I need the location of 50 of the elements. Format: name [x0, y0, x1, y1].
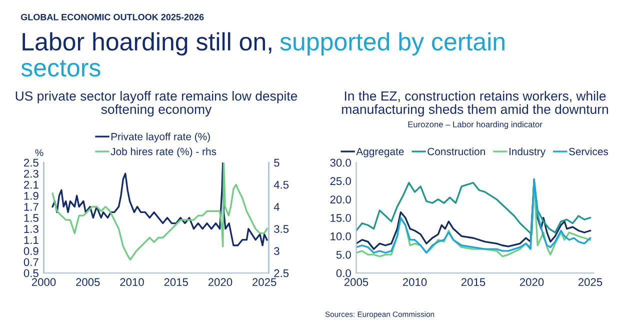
y-tick-label: 0.9 [24, 247, 38, 256]
x-tick-label: 2015 [461, 278, 486, 286]
chart-title: In the EZ, construction retains workers, while manufacturing sheds them amid the downturn [342, 91, 608, 117]
x-tick-label: 2020 [208, 278, 232, 286]
y2-tick-label: 3 [274, 247, 280, 256]
y-tick-label: 20.0 [330, 196, 351, 204]
y-tick-label: 5.0 [336, 250, 351, 259]
legend-label: Construction [428, 148, 485, 156]
y-axis-title: % [35, 149, 44, 156]
y2-tick-label: 4.5 [274, 180, 289, 189]
text: supported by certain [280, 32, 504, 56]
y-tick-label: 1.3 [24, 225, 38, 233]
y2-tick-label: 5 [274, 158, 280, 167]
chart-subtitle: Eurozone – Labor hoarding indicator [408, 121, 542, 130]
y-tick-label: 0.0 [336, 269, 351, 278]
y2-tick-label: 3.5 [274, 225, 289, 233]
x-tick-label: 2005 [76, 278, 100, 286]
y2-tick-label: 2.5 [274, 269, 289, 278]
x-tick-label: 2025 [252, 278, 276, 286]
text: sectors [21, 60, 100, 77]
y-tick-label: 0.5 [24, 269, 38, 278]
legend-label: Services [568, 148, 608, 156]
y-tick-label: 1.7 [24, 203, 38, 211]
x-tick-label: 2025 [578, 278, 602, 286]
y-tick-label: 30.0 [330, 158, 351, 167]
y-tick-label: 1.5 [24, 214, 38, 222]
y-tick-label: 2.5 [24, 158, 38, 167]
line-series [356, 178, 592, 236]
text: GLOBAL ECONOMIC OUTLOOK 2025-2026 [20, 14, 204, 20]
legend-label: Industry [509, 148, 546, 158]
y-tick-label: 0.7 [24, 258, 38, 266]
x-tick-label: 2010 [120, 278, 144, 286]
legend-label: Private layoff rate (%) [111, 132, 210, 142]
text: Labor hoarding still on, [22, 32, 272, 56]
legend-label: Job hires rate (%) - rhs [110, 148, 216, 158]
y-tick-label: 2.1 [24, 180, 38, 189]
x-tick-label: 2020 [520, 278, 544, 286]
legend-label: Aggregate [356, 148, 404, 158]
y-tick-label: 2.3 [24, 170, 38, 178]
y-tick-label: 1.9 [24, 192, 38, 200]
y-tick-label: 1.1 [24, 236, 38, 244]
x-tick-label: 2010 [402, 278, 427, 286]
x-tick-label: 2000 [32, 278, 56, 286]
x-tick-label: 2005 [344, 278, 368, 286]
y-tick-label: 15.0 [330, 214, 351, 222]
y-tick-label: 10.0 [330, 232, 351, 240]
x-tick-label: 2015 [164, 278, 188, 286]
chart-title: US private sector layoff rate remains low despite softening economy [16, 91, 298, 117]
y2-tick-label: 4 [274, 203, 280, 211]
y-tick-label: 25.0 [330, 177, 351, 186]
